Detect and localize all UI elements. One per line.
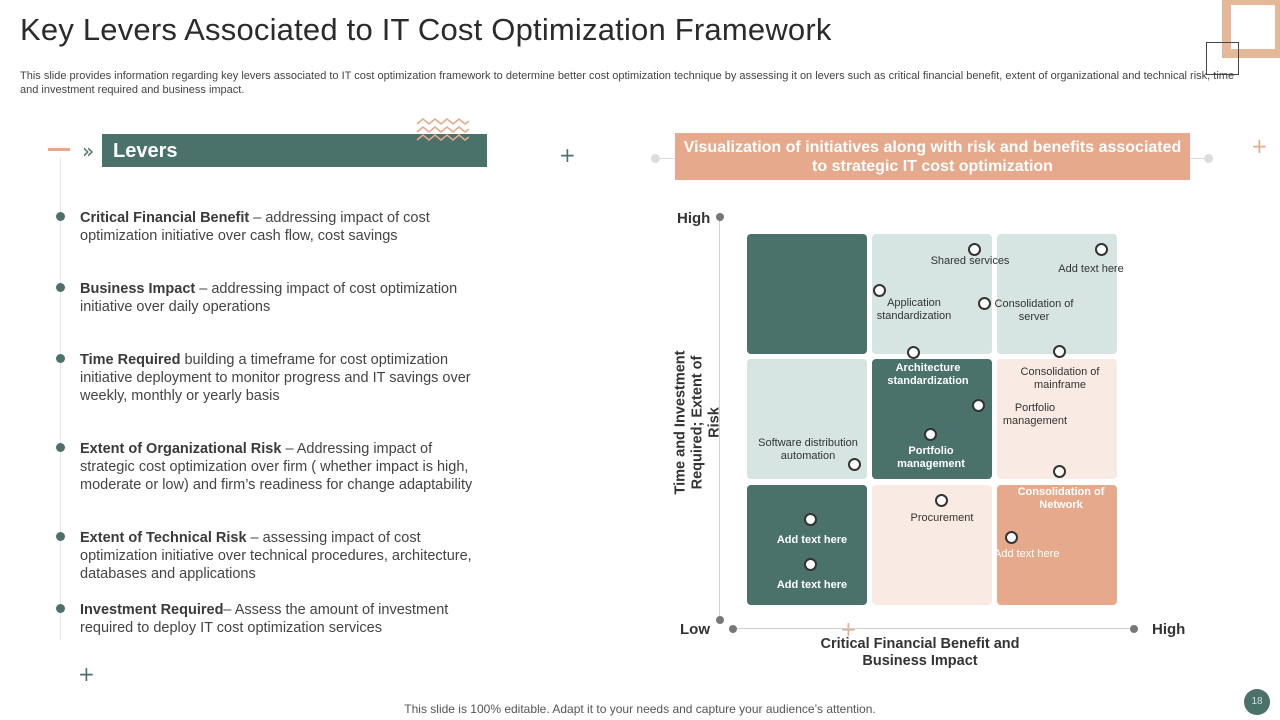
y-axis-bottom-dot [716, 616, 724, 624]
lever-name: Extent of Organizational Risk [80, 441, 282, 457]
double-chevron-icon: » [82, 139, 95, 163]
lever-description: – Addressing impact of strategic cost op… [80, 441, 473, 493]
initiative-label: Architecture standardization [887, 362, 969, 387]
decorative-square-inner [1206, 42, 1239, 75]
lever-description: building a timeframe for cost optimizati… [80, 352, 471, 404]
page-number-badge: 18 [1244, 689, 1270, 715]
initiative-label: Add text here [776, 579, 848, 591]
initiative-marker [972, 399, 985, 412]
x-axis-high-label: High [1152, 621, 1186, 638]
x-axis-title: Critical Financial Benefit and Business … [820, 636, 1020, 669]
initiative-marker [968, 243, 981, 256]
initiative-marker [804, 513, 817, 526]
lever-name: Time Required [80, 352, 181, 368]
y-axis-line [719, 218, 720, 620]
lever-item: Extent of Technical Risk – assessing imp… [80, 529, 490, 583]
initiative-label: Shared services [930, 255, 1010, 267]
plus-icon: + [1251, 134, 1268, 158]
initiative-marker [804, 558, 817, 571]
bullet-icon [56, 212, 65, 221]
y-axis-high-label: High [677, 210, 711, 227]
matrix-cell-mid-high [997, 359, 1117, 479]
initiative-label: Consolidation of server [994, 298, 1074, 323]
plus-icon: + [840, 617, 857, 641]
lever-name: Extent of Technical Risk [80, 530, 247, 546]
lever-item: Business Impact – addressing impact of c… [80, 280, 490, 316]
matrix-cell-high-low [747, 234, 867, 354]
initiative-marker [1053, 345, 1066, 358]
header-connector-dot [651, 154, 660, 163]
matrix-cell-low-low [747, 485, 867, 605]
initiative-label: Portfolio management [1002, 402, 1068, 427]
levers-vertical-line [60, 158, 61, 640]
matrix-header: Visualization of initiatives along with … [675, 133, 1190, 180]
lever-description: – assessing impact of cost optimization … [80, 530, 472, 582]
initiative-marker [978, 297, 991, 310]
header-connector-dot [1204, 154, 1213, 163]
axis-low-label: Low [680, 621, 710, 638]
lever-item: Critical Financial Benefit – addressing … [80, 209, 490, 245]
initiative-marker [1005, 531, 1018, 544]
zigzag-decoration-icon [416, 117, 470, 142]
bullet-icon [56, 532, 65, 541]
x-axis-start-dot [729, 625, 737, 633]
matrix-cell-mid-mid [872, 359, 992, 479]
initiative-label: Portfolio management [897, 445, 965, 470]
decorative-square-outer [1222, 0, 1280, 58]
initiative-marker [848, 458, 861, 471]
initiative-label: Software distribution automation [758, 437, 858, 462]
lever-name: Business Impact [80, 281, 196, 297]
initiative-label: Add text here [994, 548, 1060, 560]
initiative-label: Add text here [1058, 263, 1124, 275]
slide-title: Key Levers Associated to IT Cost Optimiz… [20, 12, 832, 47]
lever-description: – Assess the amount of investment requir… [80, 602, 449, 636]
lever-description: – addressing impact of cost optimization… [80, 210, 430, 244]
lever-description: – addressing impact of cost optimization… [80, 281, 458, 315]
initiative-marker [1053, 465, 1066, 478]
lever-name: Critical Financial Benefit [80, 210, 250, 226]
lever-item: Extent of Organizational Risk – Addressi… [80, 440, 490, 494]
bullet-icon [56, 354, 65, 363]
lever-name: Investment Required [80, 602, 224, 618]
header-connector-line [655, 158, 675, 159]
initiative-label: Procurement [910, 512, 974, 524]
initiative-marker [1095, 243, 1108, 256]
plus-icon: + [78, 662, 95, 686]
bullet-icon [56, 604, 65, 613]
header-connector-line [1190, 158, 1210, 159]
slide-subtitle: This slide provides information regardin… [20, 70, 1235, 96]
levers-dash-decoration [48, 148, 70, 151]
lever-item: Time Required building a timeframe for c… [80, 351, 490, 405]
initiative-marker [907, 346, 920, 359]
levers-heading: Levers [102, 134, 487, 167]
matrix-cell-low-mid [872, 485, 992, 605]
lever-item: Investment Required– Assess the amount o… [80, 601, 490, 637]
x-axis-end-dot [1130, 625, 1138, 633]
initiative-label: Consolidation of mainframe [1020, 366, 1100, 391]
initiative-marker [935, 494, 948, 507]
matrix-cell-mid-low [747, 359, 867, 479]
y-axis-title: Time and Investment Required; Extent of … [672, 350, 723, 495]
initiative-label: Consolidation of Network [1017, 486, 1105, 511]
initiative-label: Application standardization [876, 297, 952, 322]
matrix-cell-low-high [997, 485, 1117, 605]
x-axis-line [732, 628, 1134, 629]
bullet-icon [56, 283, 65, 292]
initiative-marker [924, 428, 937, 441]
initiative-marker [873, 284, 886, 297]
plus-icon: + [559, 143, 576, 167]
y-axis-top-dot [716, 213, 724, 221]
initiative-label: Add text here [776, 534, 848, 546]
slide-footer: This slide is 100% editable. Adapt it to… [404, 702, 876, 716]
bullet-icon [56, 443, 65, 452]
